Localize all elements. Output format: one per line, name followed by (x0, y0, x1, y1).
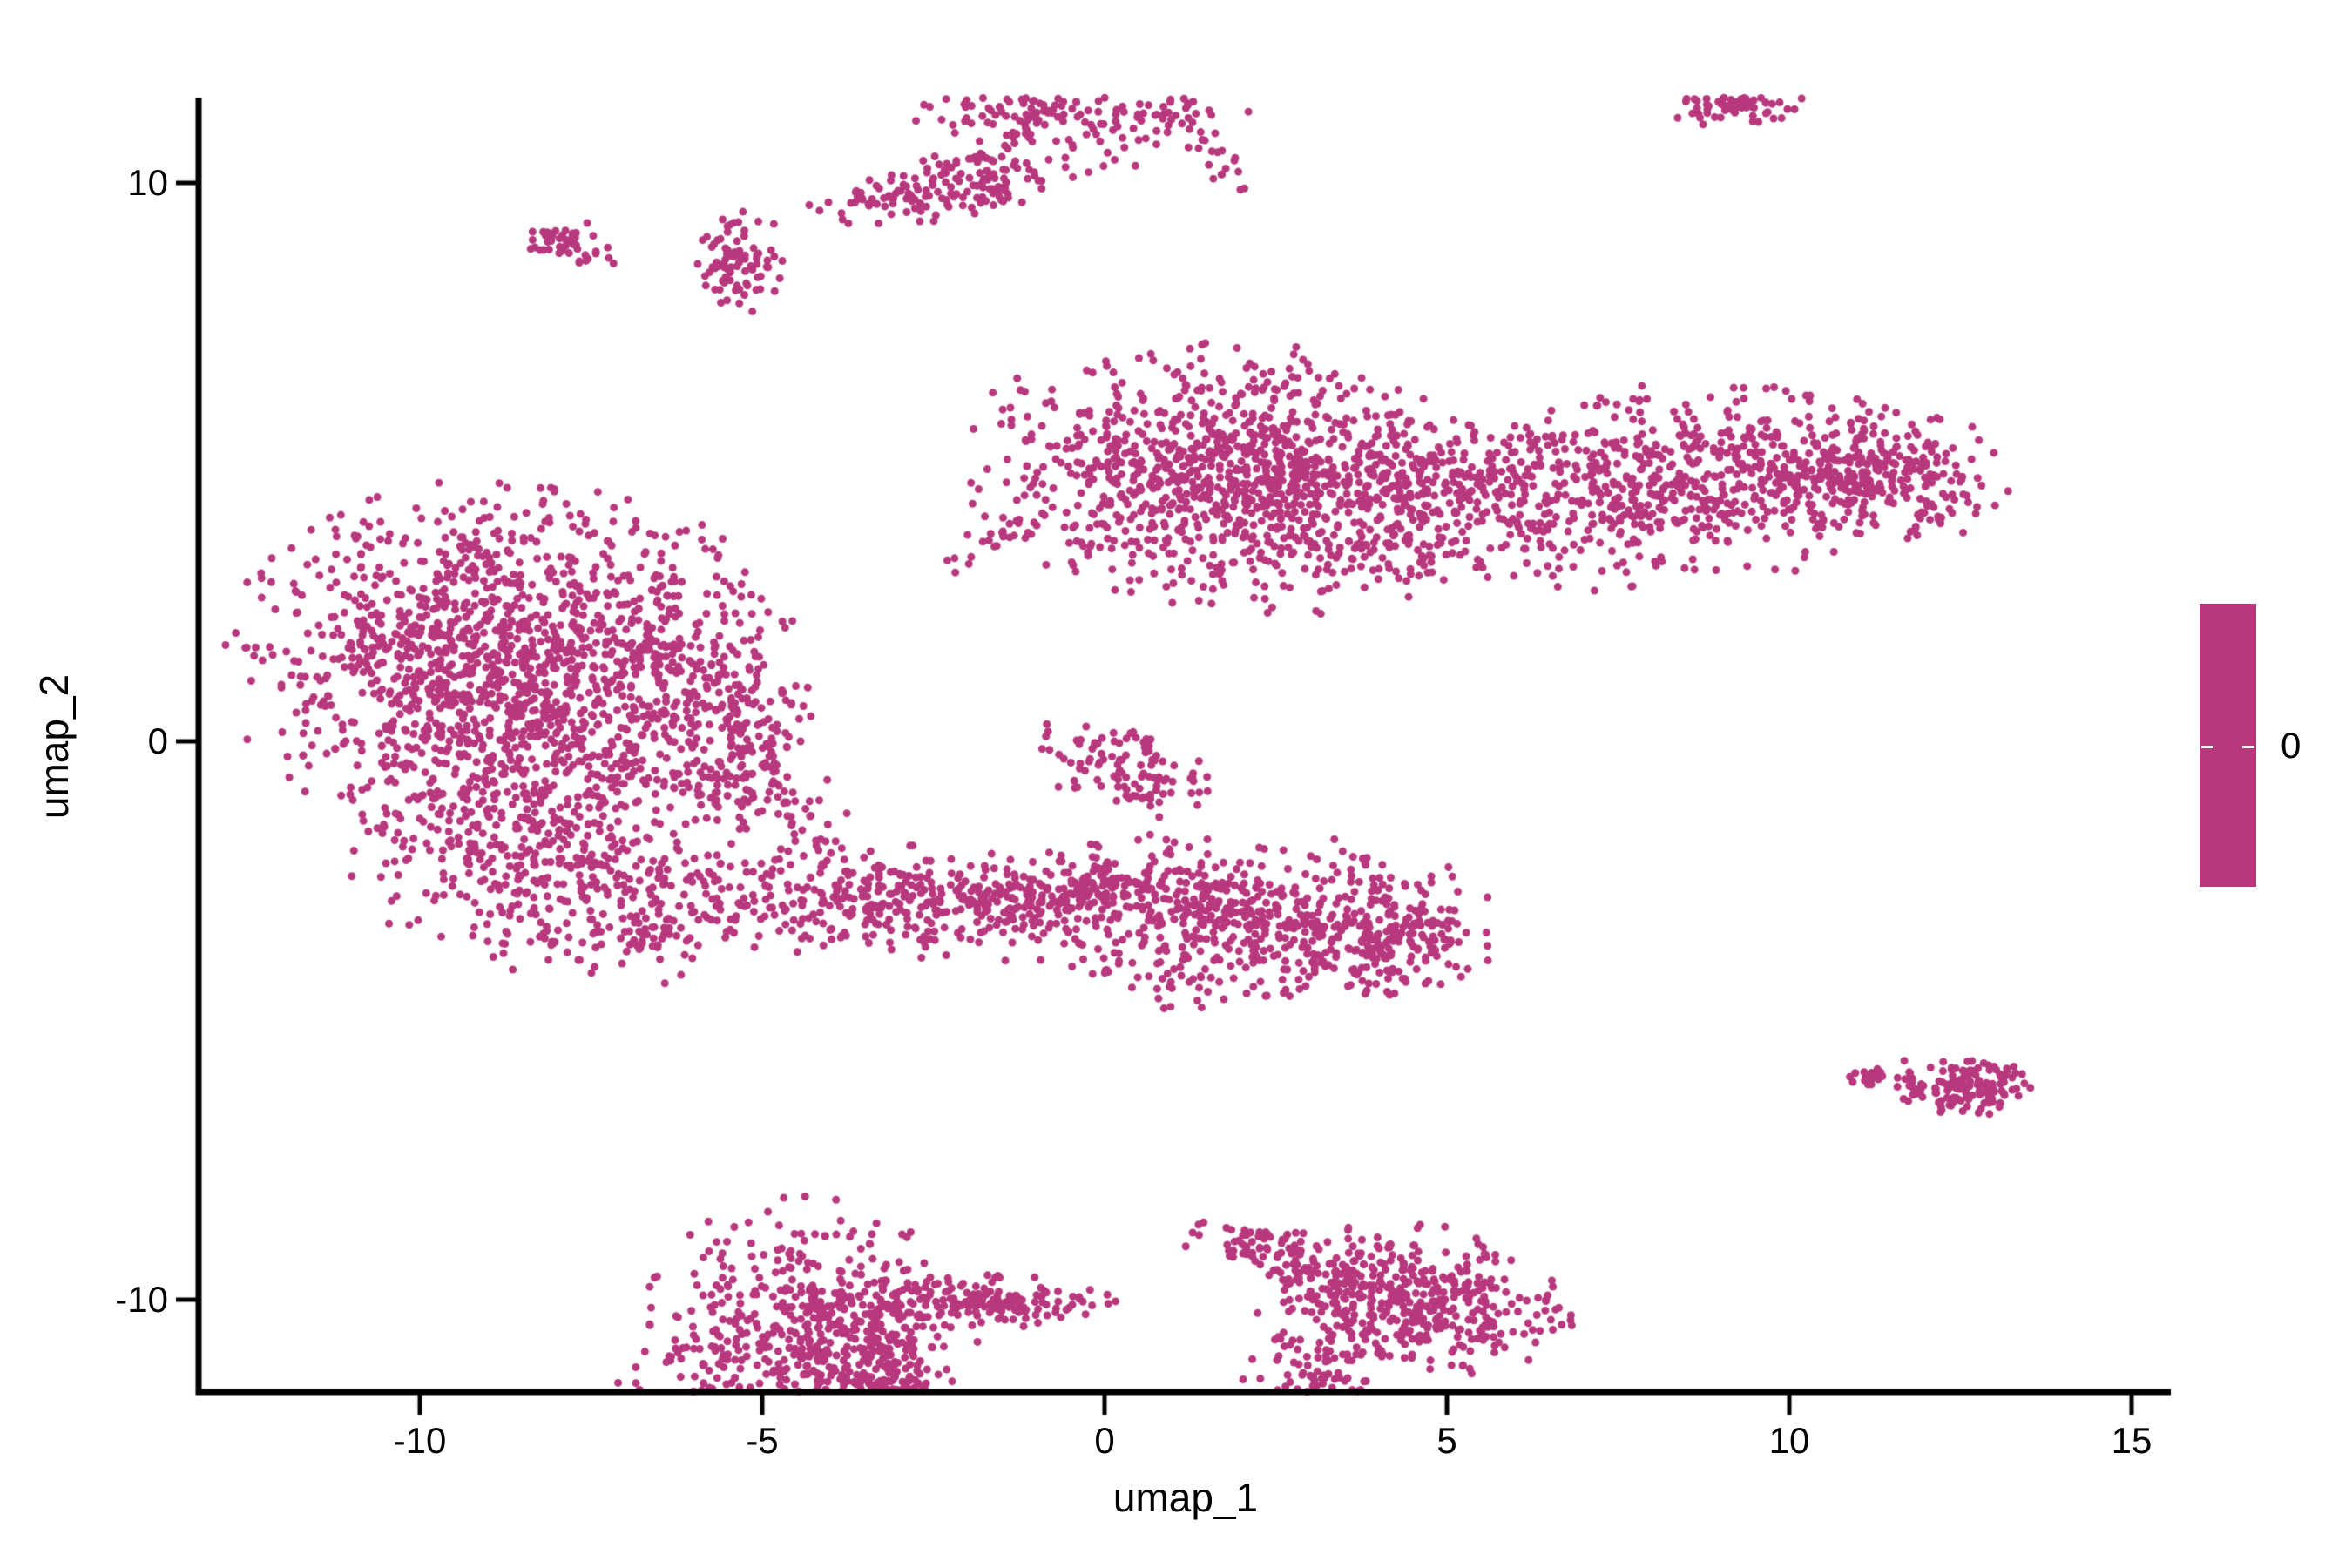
y-tick-label: -10 (115, 1279, 168, 1320)
colorbar-tick-mark (2201, 745, 2213, 748)
x-tick-label: -10 (393, 1420, 447, 1461)
x-axis-title: umap_1 (1112, 1475, 1259, 1520)
y-tick-label: 10 (127, 162, 168, 203)
colorbar-tick-mark (2242, 745, 2254, 748)
x-tick-label: 5 (1436, 1420, 1457, 1461)
x-tick-label: 15 (2111, 1420, 2153, 1461)
x-tick-label: 0 (1094, 1420, 1115, 1461)
x-tick-label: 10 (1768, 1420, 1810, 1461)
colorbar-tick-label-0: 0 (2281, 724, 2301, 766)
y-tick-label: 0 (147, 720, 168, 761)
x-tick-label: -5 (746, 1420, 779, 1461)
